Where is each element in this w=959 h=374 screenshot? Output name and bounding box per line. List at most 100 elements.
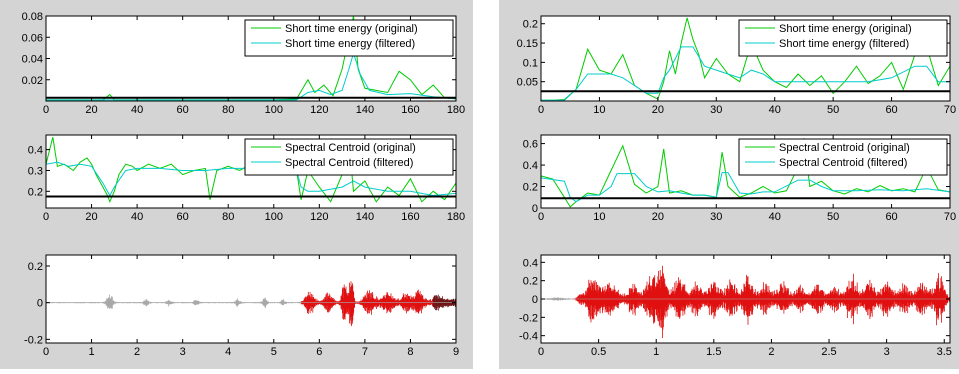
legend-entry: Short time energy (original) [779, 23, 912, 35]
y-tick-label: 0.08 [22, 11, 43, 23]
x-tick-label: 20 [85, 211, 97, 223]
x-tick-label: 3 [180, 346, 186, 358]
plot-content [541, 265, 950, 339]
x-tick-label: 100 [265, 211, 283, 223]
legend: Short time energy (original) Short time e… [244, 19, 454, 57]
series-line-short-time-energy-filtered- [541, 46, 950, 101]
y-tick-label: -0.4 [519, 331, 538, 343]
x-tick-label: 10 [593, 211, 605, 223]
y-tick-label: 0 [37, 298, 43, 310]
x-tick-label: 40 [131, 104, 143, 116]
x-tick-label: 60 [177, 104, 189, 116]
y-tick-label: 0.2 [28, 186, 43, 198]
x-tick-label: 60 [885, 104, 897, 116]
x-tick-label: 0 [538, 104, 544, 116]
x-tick-label: 120 [310, 211, 328, 223]
x-tick-label: 2 [768, 346, 774, 358]
series-line-spectral-centroid-original- [541, 138, 950, 208]
x-tick-label: 4 [225, 346, 231, 358]
y-tick-label: 0.3 [28, 165, 43, 177]
x-tick-label: 50 [827, 104, 839, 116]
series-line-short-time-energy-filtered- [46, 51, 456, 101]
x-tick-label: 9 [453, 346, 459, 358]
x-tick-label: 0 [538, 346, 544, 358]
x-tick-label: 60 [177, 211, 189, 223]
legend-entry: Short time energy (filtered) [779, 38, 909, 50]
x-tick-label: 120 [310, 104, 328, 116]
x-tick-label: 100 [265, 104, 283, 116]
x-tick-label: 20 [85, 104, 97, 116]
x-tick-label: 80 [222, 211, 234, 223]
x-tick-label: 10 [593, 104, 605, 116]
legend-entry: Spectral Centroid (filtered) [779, 157, 907, 169]
axes-1-centroid: 0 20 40 60 80 100 120 140 160 180 0.2 0.3 0.4 Spectra… [28, 134, 465, 223]
axes-frame [540, 15, 951, 102]
legend-box [738, 138, 948, 176]
y-tick-label: 0.4 [523, 257, 538, 269]
y-tick-label: 0.4 [28, 145, 43, 157]
legend-box [738, 19, 948, 57]
x-tick-label: 180 [447, 211, 465, 223]
x-tick-label: 70 [944, 211, 956, 223]
y-tick-label: 0.15 [517, 38, 538, 50]
plot-content [541, 17, 950, 101]
y-tick-label: 0.6 [523, 139, 538, 151]
x-tick-label: 50 [827, 211, 839, 223]
x-tick-label: 20 [652, 211, 664, 223]
x-tick-label: 6 [316, 346, 322, 358]
legend-entry: Spectral Centroid (original) [779, 142, 910, 154]
axes-1-signal: 0 1 2 3 4 5 6 7 8 9-0.200.2 [24, 254, 459, 358]
x-tick-label: 3 [884, 346, 890, 358]
x-tick-label: 60 [885, 211, 897, 223]
y-tick-label: 0.04 [22, 54, 43, 66]
x-tick-label: 40 [769, 211, 781, 223]
axes-2-centroid: 0 10 20 30 40 50 60 70 0 0.2 0.4 0.6 Spectral Centro… [523, 134, 956, 223]
series-line-spectral-centroid-original- [46, 136, 456, 204]
legend-entry: Spectral Centroid (original) [285, 142, 416, 154]
x-tick-label: 160 [401, 211, 419, 223]
y-tick-label: 0.2 [523, 182, 538, 194]
legend: Spectral Centroid (original) Spectral Cen… [244, 138, 454, 176]
x-tick-label: 40 [769, 104, 781, 116]
y-tick-label: 0.1 [523, 57, 538, 69]
y-tick-label: -0.2 [519, 312, 538, 324]
x-tick-label: 3.5 [937, 346, 952, 358]
y-tick-label: 0.06 [22, 32, 43, 44]
x-tick-label: 2.5 [821, 346, 836, 358]
x-tick-label: 140 [356, 104, 374, 116]
axes-2-signal: 0 0.5 1 1.5 2 2.5 3 3.5 -0.4 -0.2 0 0.2 0.4 [519, 254, 952, 358]
y-tick-label: 0.05 [517, 77, 538, 89]
x-tick-label: 1 [653, 346, 659, 358]
y-tick-label: 0.4 [523, 160, 538, 172]
x-tick-label: 5 [271, 346, 277, 358]
y-tick-label: 0 [532, 203, 538, 215]
x-tick-label: 160 [401, 104, 419, 116]
x-tick-label: 30 [710, 104, 722, 116]
x-tick-label: 1.5 [706, 346, 721, 358]
legend-entry: Spectral Centroid (filtered) [285, 157, 413, 169]
x-tick-label: 7 [362, 346, 368, 358]
legend-box [244, 138, 454, 176]
axes-1-energy: 0 20 40 60 80 100 120 140 160 180 0.02 0.04 0.06 0.08… [22, 11, 466, 116]
legend-entry: Short time energy (original) [285, 23, 418, 35]
x-tick-label: 0 [43, 104, 49, 116]
plot-content [541, 138, 950, 208]
y-tick-label: 0.2 [523, 276, 538, 288]
series-line-spectral-centroid-filtered- [46, 161, 456, 197]
y-tick-label: -0.2 [24, 334, 43, 346]
x-tick-label: 0 [43, 211, 49, 223]
y-tick-label: 0.2 [523, 19, 538, 31]
x-tick-label: 80 [222, 104, 234, 116]
x-tick-label: 0 [43, 346, 49, 358]
series-line-spectral-centroid-filtered- [541, 172, 950, 203]
y-tick-label: 0.2 [28, 261, 43, 273]
x-tick-label: 2 [134, 346, 140, 358]
legend-box [244, 19, 454, 57]
x-tick-label: 0.5 [591, 346, 606, 358]
y-tick-label: 0.02 [22, 75, 43, 87]
series-line-short-time-energy-original- [541, 17, 950, 101]
x-tick-label: 1 [88, 346, 94, 358]
axes-frame [540, 134, 951, 209]
